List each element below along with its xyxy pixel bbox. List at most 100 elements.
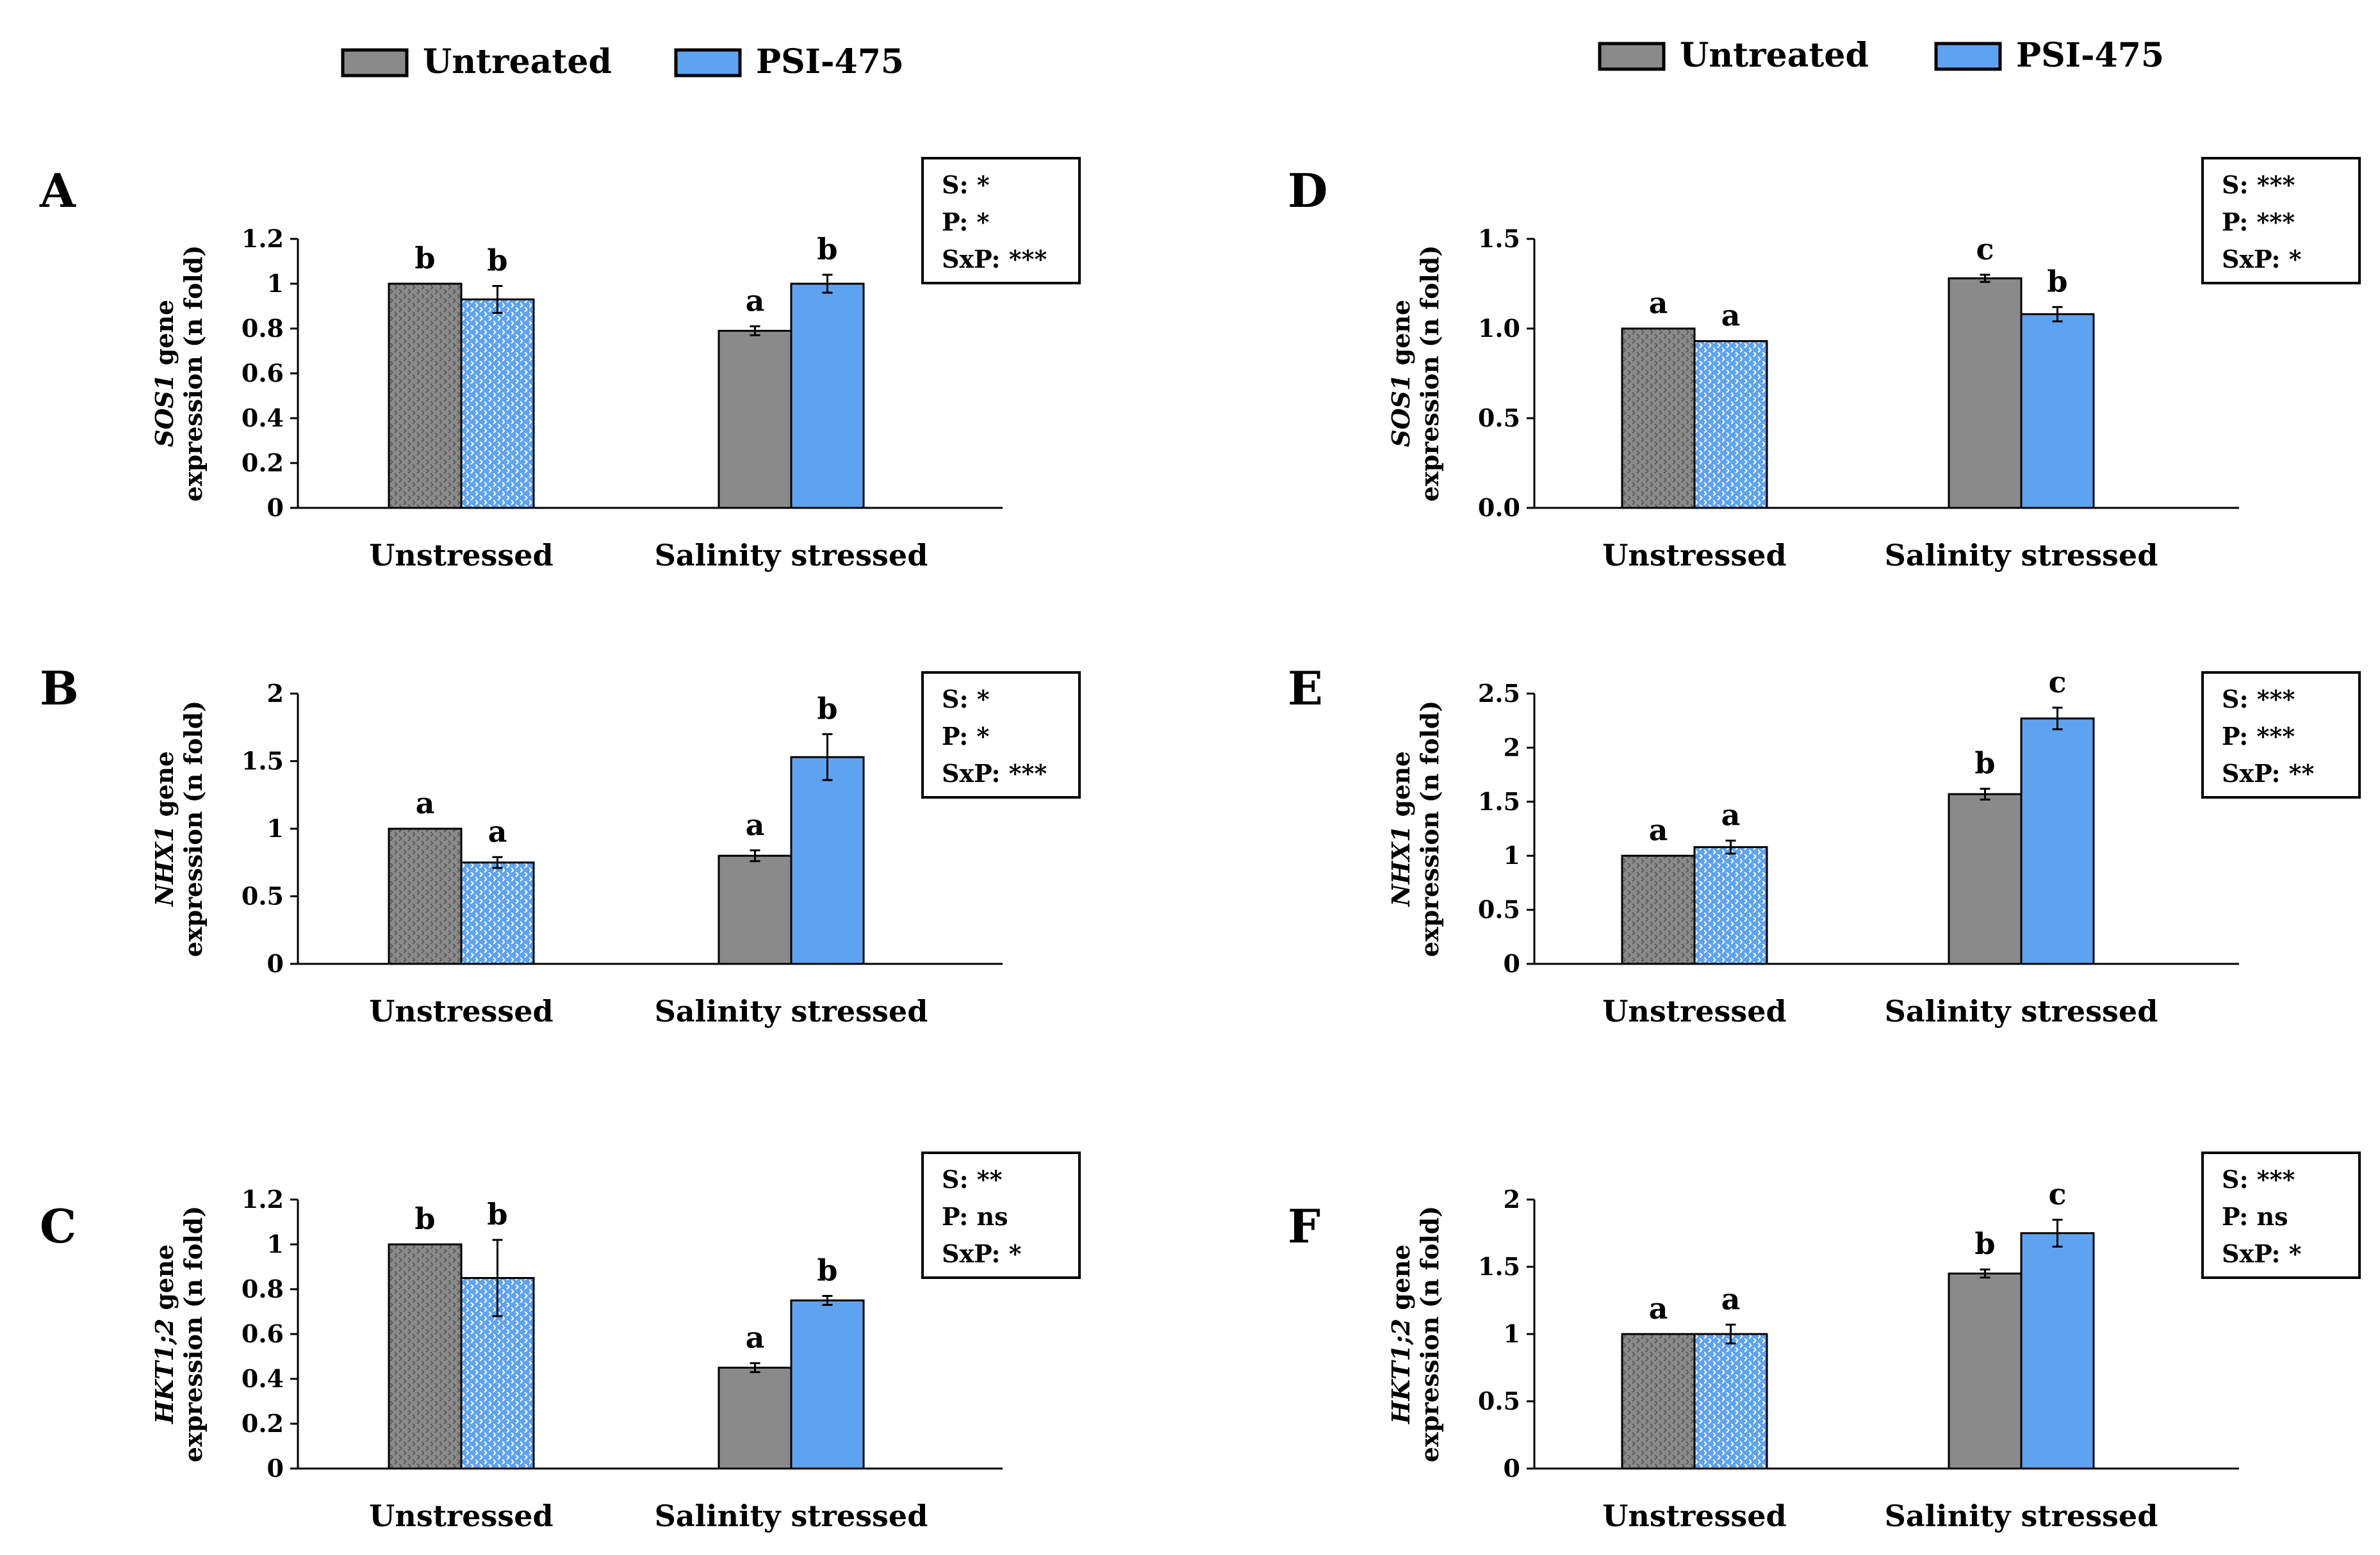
y-tick-label: 0: [1504, 1454, 1520, 1483]
stats-line: SxP: *: [2222, 1239, 2302, 1268]
y-axis-title-suffix: gene: [150, 751, 179, 826]
bar-untreated-unstressed: [388, 282, 463, 509]
bar-untreated-salinity: [718, 1367, 792, 1470]
y-tick-label: 2: [267, 679, 284, 708]
y-tick-label: 0.4: [242, 403, 284, 432]
y-tick-label: 0.8: [242, 314, 284, 343]
legend-label-psi475: PSI-475: [756, 42, 904, 81]
legend-swatch-untreated: [341, 48, 409, 77]
category-label: Salinity stressed: [1885, 994, 2158, 1029]
y-tick-label: 1.2: [242, 224, 284, 253]
y-axis-title-line-2: expression (n fold): [1415, 1206, 1444, 1463]
stats-line: S: ***: [2222, 685, 2295, 713]
y-tick-label: 0.6: [242, 1319, 284, 1348]
stats-box: S: *** P: ns SxP: *: [2201, 1152, 2361, 1279]
y-tick-label: 0.5: [1478, 1387, 1520, 1415]
panel-B: B NHX1 gene expression (n fold) 0 0.5 1 1.5 2 a a…: [40, 661, 1081, 1029]
stats-line: P: *: [942, 208, 989, 236]
significance-letter: a: [488, 814, 507, 849]
y-tick-label: 0.4: [242, 1364, 284, 1393]
gene-name: SOS1: [150, 374, 179, 447]
legend-1: Untreated PSI-475: [341, 42, 904, 81]
y-tick-label: 1: [1504, 1319, 1520, 1348]
panel-letter-F: F: [1288, 1199, 1320, 1253]
y-tick-label: 0.2: [242, 448, 284, 477]
significance-letter: a: [416, 786, 435, 820]
y-axis-title-line-1: HKT1;2 gene: [1386, 1244, 1415, 1424]
significance-letter: b: [487, 243, 507, 278]
panel-letter-B: B: [40, 661, 79, 715]
significance-letter: a: [746, 808, 765, 842]
y-axis-title: SOS1 gene expression (n fold): [1386, 245, 1444, 502]
stats-line: SxP: **: [2222, 759, 2314, 788]
y-tick-label: 2.5: [1478, 679, 1520, 708]
bar-psi475-salinity: [790, 1299, 865, 1470]
y-tick-label: 0.8: [242, 1274, 284, 1303]
category-label: Salinity stressed: [1885, 538, 2158, 573]
bar-untreated-unstressed: [1621, 854, 1696, 965]
stats-box-frame: [2201, 1152, 2361, 1279]
y-axis-title-suffix: gene: [1386, 300, 1415, 374]
stats-box-frame: [921, 671, 1081, 799]
bar-psi475-unstressed: [1693, 1333, 1768, 1470]
bar-untreated-unstressed: [1621, 1333, 1696, 1470]
stats-box-frame: [921, 1152, 1081, 1279]
y-tick-label: 1.0: [1478, 314, 1520, 343]
stats-line: P: ***: [2222, 722, 2295, 751]
y-tick-label: 1.5: [1478, 1252, 1520, 1281]
stats-line: S: **: [942, 1165, 1003, 1194]
stats-line: P: ns: [942, 1202, 1008, 1231]
y-axis-title-line-2: expression (n fold): [179, 1206, 208, 1463]
y-axis-title-line-2: expression (n fold): [1415, 701, 1444, 957]
stats-line: P: *: [942, 722, 989, 751]
significance-letter: a: [1649, 1291, 1668, 1326]
significance-letter: b: [487, 1197, 507, 1232]
stats-line: SxP: *: [942, 1239, 1022, 1268]
significance-letter: b: [1974, 746, 1995, 781]
significance-letter: a: [1721, 798, 1741, 833]
panel-D: D SOS1 gene expression (n fold) 0.0 0.5 1.0 1.…: [1288, 157, 2361, 573]
stats-box-frame: [2201, 671, 2361, 799]
y-axis-title-line-1: SOS1 gene: [1386, 300, 1415, 447]
y-axis-title-line-1: SOS1 gene: [150, 300, 179, 447]
y-tick-label: 1: [267, 269, 284, 298]
stats-line: P: ***: [2222, 208, 2295, 236]
legend-swatch-psi475: [674, 48, 742, 77]
panel-E: E NHX1 gene expression (n fold) 0 0.5 1 1.5 2 2.…: [1288, 661, 2361, 1029]
legend-label-psi475: PSI-475: [2016, 36, 2164, 75]
bar-psi475-unstressed: [1693, 340, 1768, 509]
y-tick-label: 1: [267, 1230, 284, 1258]
category-label: Salinity stressed: [655, 538, 928, 573]
legend-swatch-untreated: [1598, 42, 1666, 71]
gene-name: NHX1: [150, 826, 179, 908]
stats-box-frame: [2201, 157, 2361, 284]
category-label: Salinity stressed: [655, 1499, 928, 1533]
y-axis-title: NHX1 gene expression (n fold): [150, 701, 208, 957]
significance-letter: b: [414, 241, 435, 275]
bar-untreated-unstressed: [1621, 327, 1696, 509]
significance-letter: a: [1649, 286, 1668, 320]
bar-untreated-unstressed: [388, 827, 463, 965]
panel-F: F HKT1;2 gene expression (n fold) 0 0.5 1 1.5 2…: [1288, 1152, 2361, 1533]
legend-label-untreated: Untreated: [423, 42, 612, 81]
y-tick-label: 0: [267, 1454, 284, 1483]
y-axis-title-suffix: gene: [1386, 1244, 1415, 1319]
category-label: Unstressed: [369, 994, 553, 1029]
legends: Untreated PSI-475 Untreated PSI-475: [341, 36, 2164, 81]
y-tick-label: 0: [267, 493, 284, 522]
significance-letter: c: [1976, 232, 1994, 266]
stats-box: S: *** P: *** SxP: *: [2201, 157, 2361, 284]
panel-C: C HKT1;2 gene expression (n fold) 0 0.2 0.4 0.…: [40, 1152, 1081, 1533]
y-tick-label: 0.5: [1478, 403, 1520, 432]
category-label: Unstressed: [1602, 1499, 1786, 1533]
bar-psi475-salinity: [2020, 1232, 2095, 1470]
bar-psi475-salinity: [2020, 313, 2095, 509]
stats-line: S: ***: [2222, 1165, 2295, 1194]
legend-label-untreated: Untreated: [1680, 36, 1869, 75]
y-tick-label: 2: [1504, 1185, 1520, 1214]
y-tick-label: 0: [267, 949, 284, 978]
significance-letter: b: [817, 232, 837, 266]
panel-letter-E: E: [1288, 661, 1323, 715]
stats-line: S: ***: [2222, 170, 2295, 199]
